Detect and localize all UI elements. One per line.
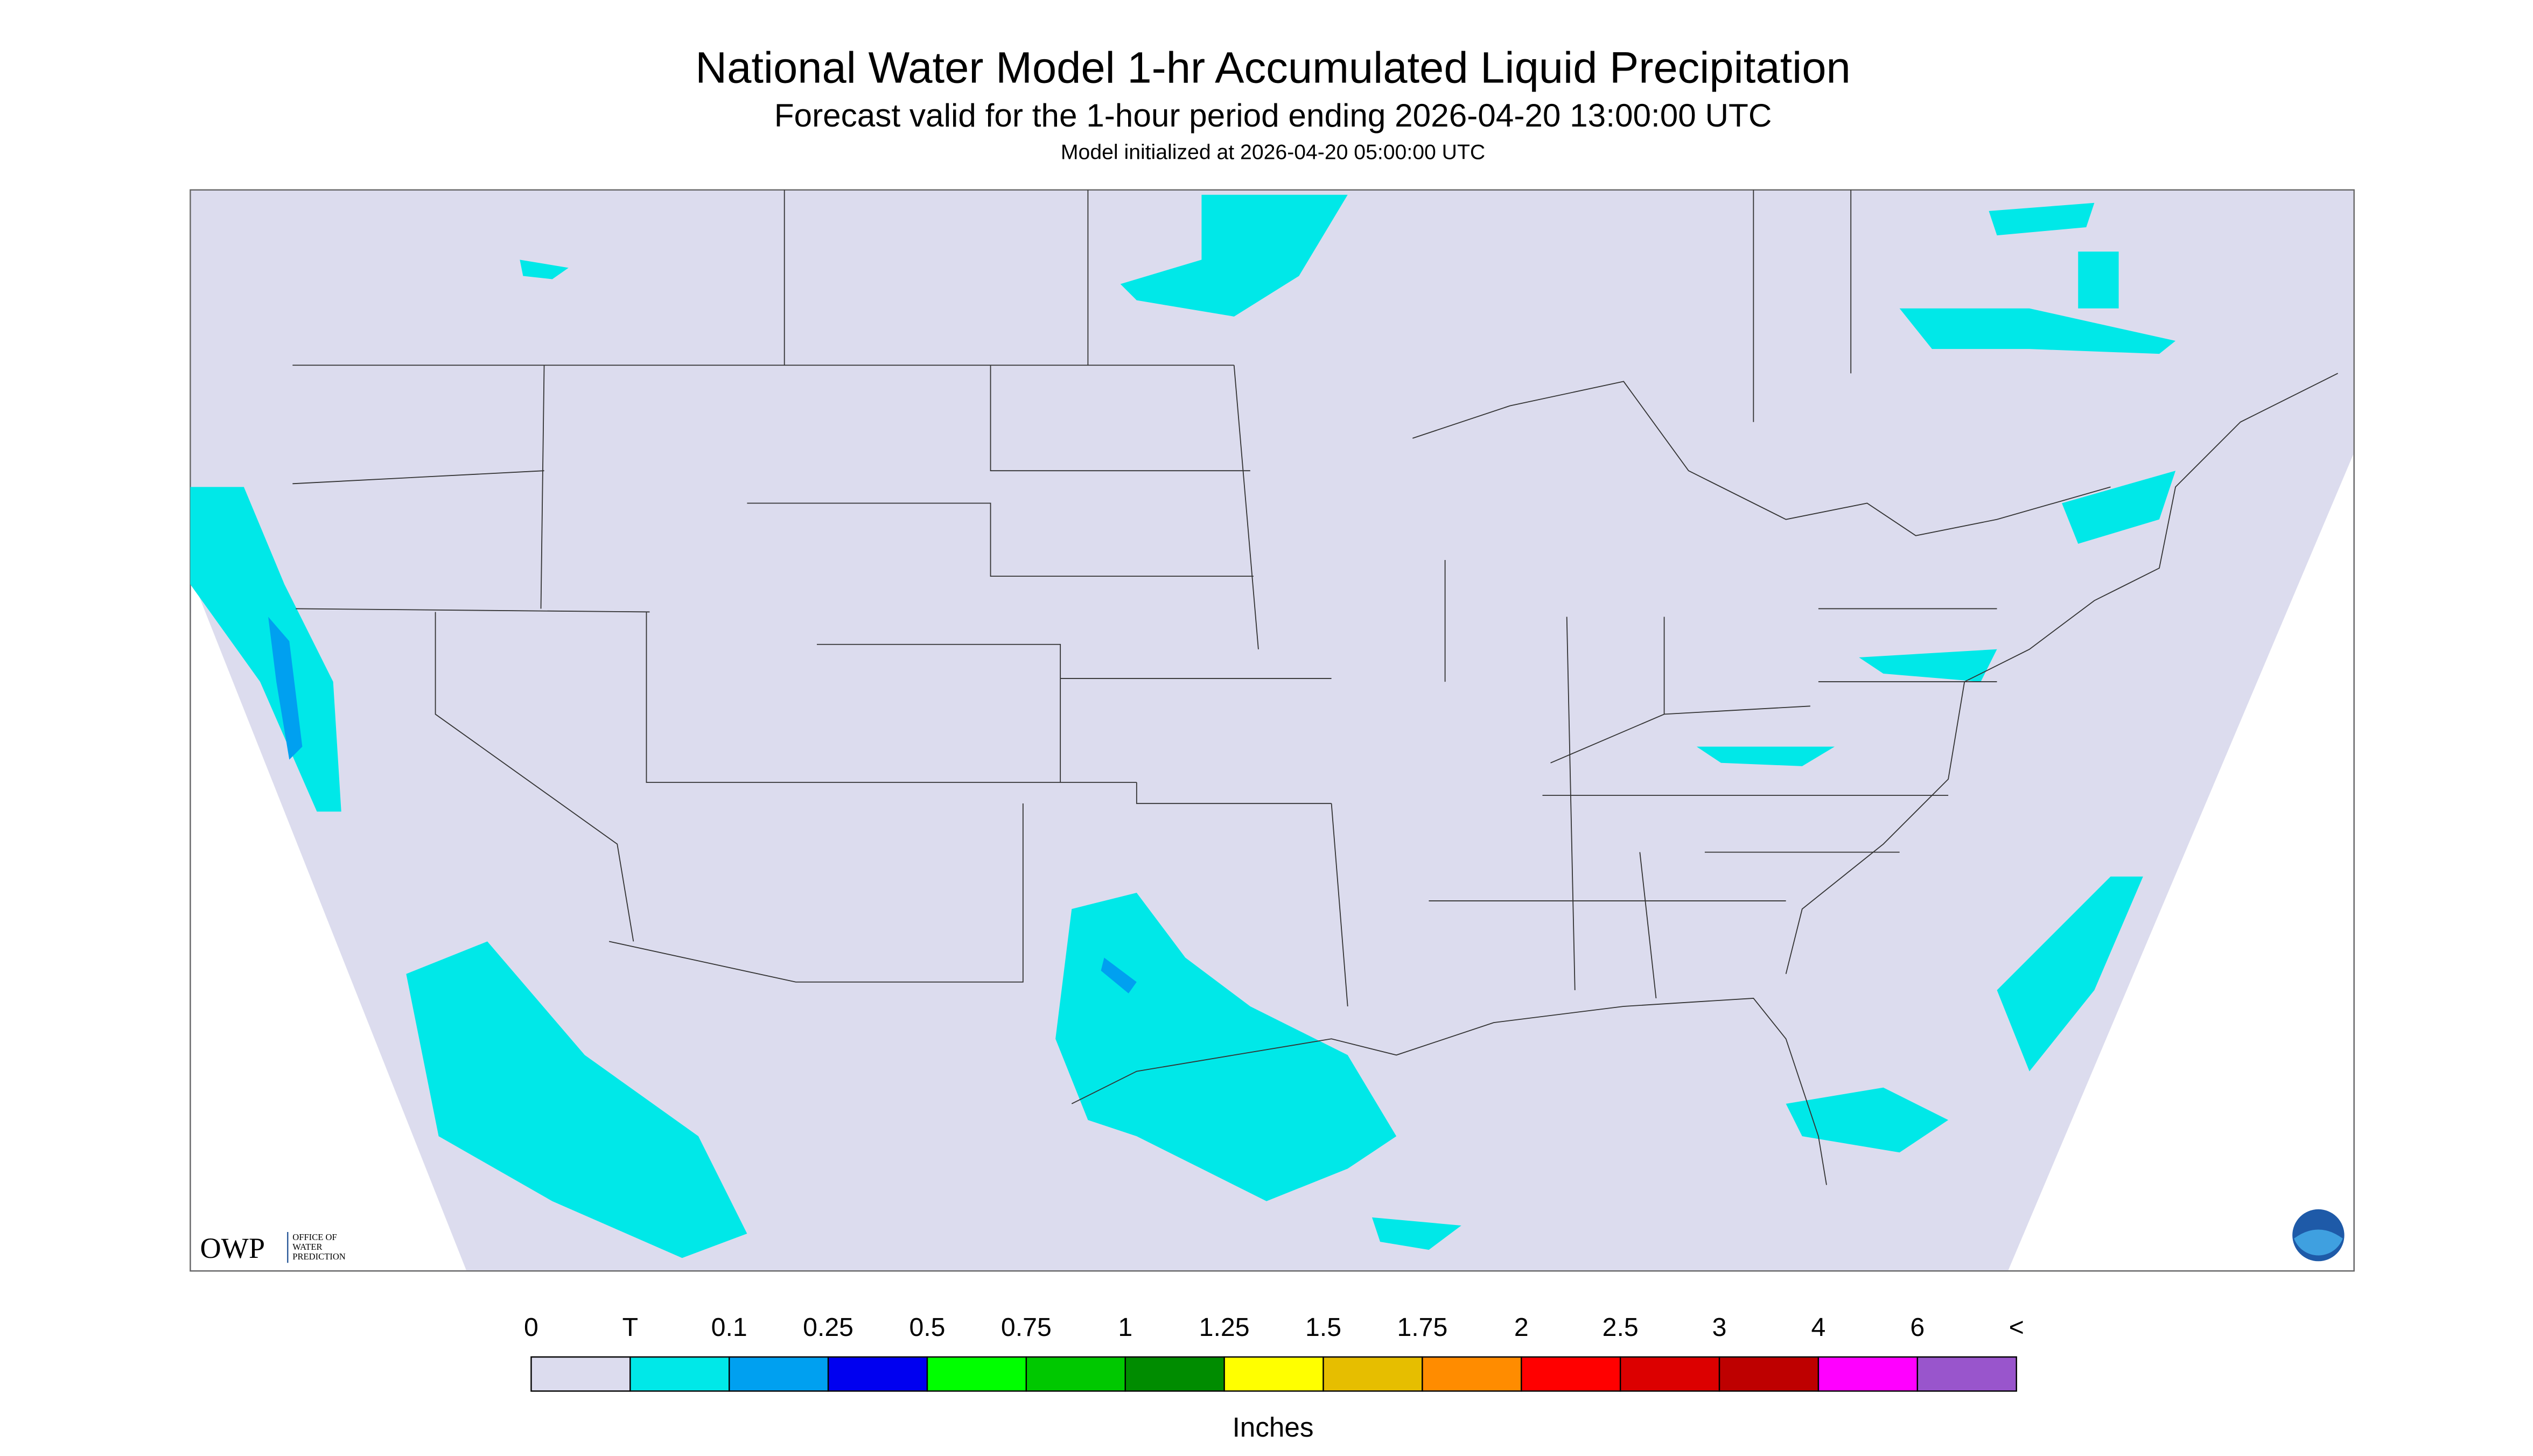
legend-swatch xyxy=(1025,1356,1126,1392)
legend-swatch xyxy=(1422,1356,1522,1392)
projection-edge xyxy=(2008,454,2354,1270)
legend-label: T xyxy=(622,1313,638,1342)
legend-swatch xyxy=(1124,1356,1225,1392)
legend-swatch xyxy=(530,1356,631,1392)
init-note: Model initialized at 2026-04-20 05:00:00… xyxy=(1061,141,1485,164)
noaa-logo-wave xyxy=(2294,1229,2343,1256)
legend: 0 T 0.1 0.25 0.5 0.75 1 1.25 1.5 1.75 2 2.5 3 4 6 < xyxy=(524,1313,2024,1392)
legend-label: 3 xyxy=(1712,1313,1727,1342)
legend-label: 0.1 xyxy=(711,1313,747,1342)
legend-swatch xyxy=(1718,1356,1820,1392)
legend-swatch xyxy=(728,1356,829,1392)
legend-label: 4 xyxy=(1811,1313,1826,1342)
legend-label: 1.25 xyxy=(1199,1313,1250,1342)
legend-swatch xyxy=(1817,1356,1919,1392)
legend-label: 2.5 xyxy=(1603,1313,1639,1342)
title: National Water Model 1-hr Accumulated Li… xyxy=(695,44,1850,93)
legend-label: 0.75 xyxy=(1001,1313,1052,1342)
precip-areas-heavier xyxy=(268,617,1137,993)
legend-swatch xyxy=(629,1356,730,1392)
legend-swatch xyxy=(926,1356,1027,1392)
logo-line: WATER xyxy=(292,1242,323,1252)
legend-label: 6 xyxy=(1910,1313,1925,1342)
legend-swatch xyxy=(1619,1356,1720,1392)
legend-unit: Inches xyxy=(1233,1412,1314,1443)
legend-label: 0.25 xyxy=(803,1313,853,1342)
legend-label: 2 xyxy=(1514,1313,1529,1342)
legend-swatch xyxy=(827,1356,928,1392)
subtitle: Forecast valid for the 1-hour period end… xyxy=(774,97,1772,134)
legend-swatch xyxy=(1521,1356,1621,1392)
legend-swatch xyxy=(1223,1356,1324,1392)
projection-edge xyxy=(191,576,466,1270)
legend-label: 1.5 xyxy=(1305,1313,1341,1342)
map: OWP OFFICE OF WATER PREDICTION xyxy=(190,189,2355,1272)
legend-label: < xyxy=(2009,1313,2024,1342)
boundaries xyxy=(292,190,2338,1185)
legend-label: 1.75 xyxy=(1397,1313,1447,1342)
legend-label: 0 xyxy=(524,1313,538,1342)
legend-label: 0.5 xyxy=(909,1313,945,1342)
legend-swatch xyxy=(1916,1356,2017,1392)
legend-swatch xyxy=(1323,1356,1423,1392)
logo-line: OFFICE OF xyxy=(292,1232,337,1242)
logo-line: PREDICTION xyxy=(292,1251,345,1262)
logo-name: OWP xyxy=(200,1232,265,1264)
precip-areas xyxy=(190,194,2176,1258)
legend-label: 1 xyxy=(1118,1313,1132,1342)
